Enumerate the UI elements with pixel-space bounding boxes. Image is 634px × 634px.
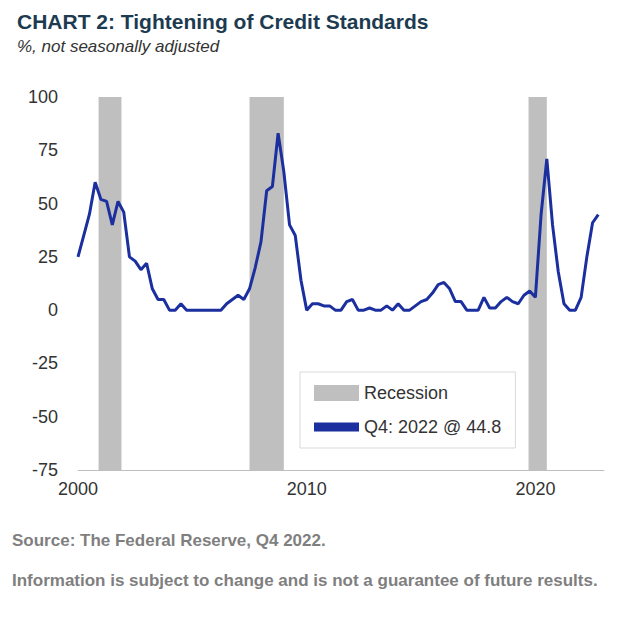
svg-text:CHART 2: Tightening of Credit: CHART 2: Tightening of Credit Standards [17, 10, 428, 33]
svg-text:Recession: Recession [364, 383, 448, 403]
svg-text:-25: -25 [32, 353, 58, 373]
svg-text:75: 75 [38, 140, 58, 160]
svg-text:50: 50 [38, 194, 58, 214]
svg-text:-50: -50 [32, 407, 58, 427]
svg-text:Information is subject to chan: Information is subject to change and is … [12, 571, 598, 590]
svg-text:%, not seasonally adjusted: %, not seasonally adjusted [17, 37, 220, 56]
svg-text:0: 0 [48, 300, 58, 320]
svg-text:-75: -75 [32, 460, 58, 480]
svg-text:Q4: 2022 @ 44.8: Q4: 2022 @ 44.8 [364, 417, 501, 437]
svg-text:2000: 2000 [58, 479, 98, 499]
svg-text:2010: 2010 [287, 479, 327, 499]
svg-text:25: 25 [38, 247, 58, 267]
svg-text:100: 100 [28, 87, 58, 107]
svg-text:2020: 2020 [515, 479, 555, 499]
svg-text:Source: The Federal Reserve, Q: Source: The Federal Reserve, Q4 2022. [12, 531, 326, 550]
